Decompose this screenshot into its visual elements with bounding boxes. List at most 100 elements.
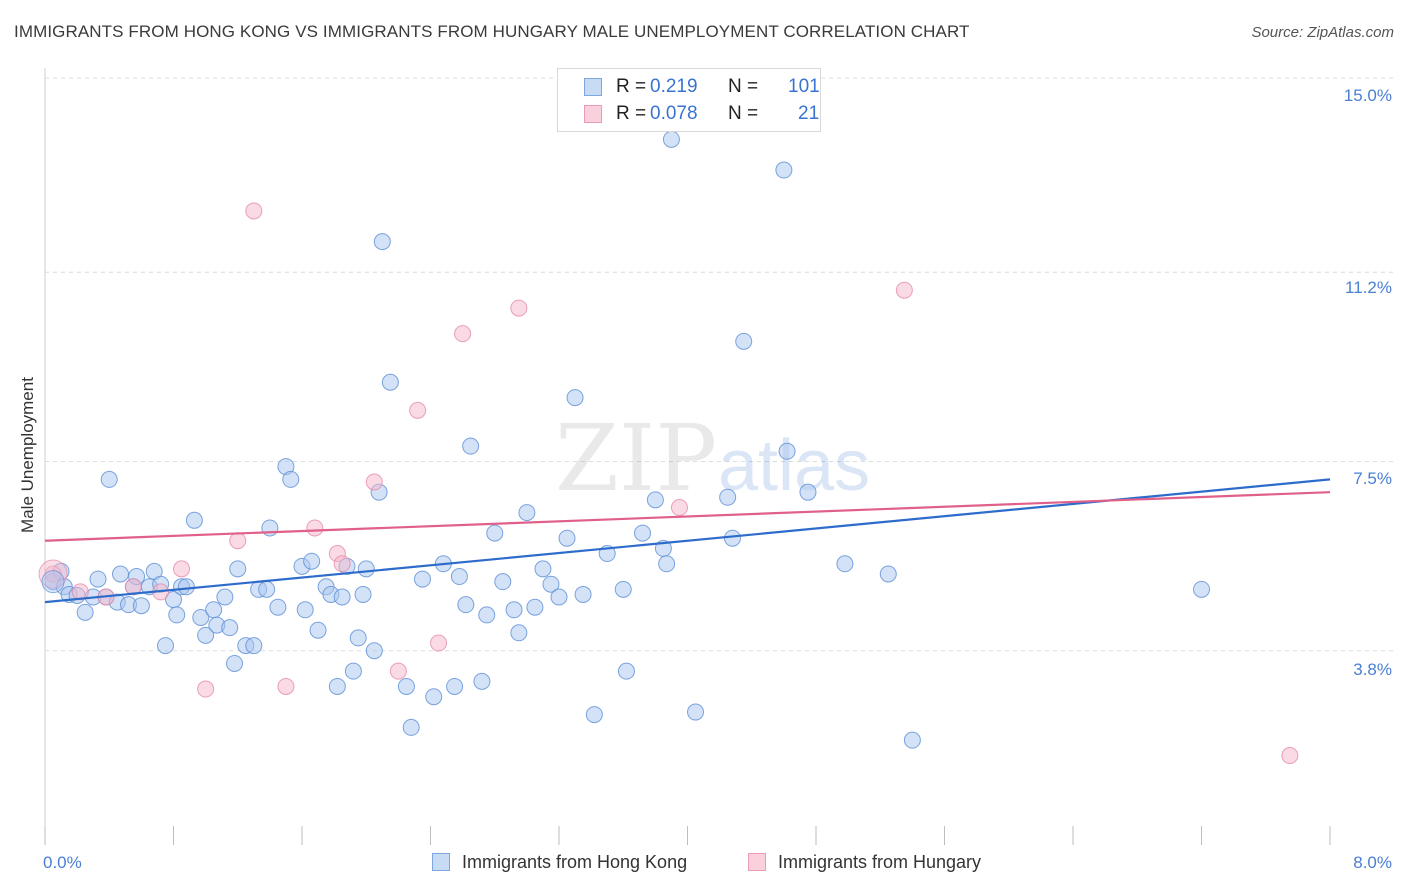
data-point bbox=[328, 677, 346, 695]
data-point bbox=[1193, 580, 1210, 598]
data-point bbox=[333, 555, 351, 573]
n-value: 21 bbox=[798, 103, 820, 124]
data-point bbox=[205, 601, 223, 619]
data-point bbox=[658, 555, 676, 573]
data-point bbox=[156, 637, 174, 655]
data-point bbox=[221, 619, 239, 637]
data-point bbox=[450, 568, 468, 586]
data-point bbox=[687, 703, 705, 721]
y-tick-label: 15.0% bbox=[1343, 86, 1392, 105]
data-point bbox=[775, 161, 793, 179]
stats-legend: R = 0.219 N = 101 R = 0.078 N = 21 bbox=[557, 68, 821, 132]
data-point bbox=[245, 637, 263, 655]
data-point bbox=[173, 560, 191, 578]
data-point bbox=[389, 662, 407, 680]
data-point bbox=[457, 596, 475, 614]
trend-lines bbox=[44, 478, 1331, 604]
x-tick-label: 8.0% bbox=[1353, 853, 1392, 872]
data-point bbox=[229, 560, 247, 578]
data-point bbox=[245, 202, 263, 220]
data-point bbox=[510, 624, 528, 642]
data-point bbox=[111, 565, 129, 583]
data-point bbox=[719, 488, 737, 506]
data-point bbox=[303, 552, 321, 570]
gridlines bbox=[45, 77, 1393, 652]
data-point bbox=[168, 606, 186, 624]
axes bbox=[44, 68, 1331, 845]
data-point bbox=[670, 499, 688, 517]
data-point bbox=[177, 578, 195, 596]
data-point bbox=[71, 583, 89, 601]
data-point bbox=[494, 573, 512, 591]
data-point bbox=[446, 677, 464, 695]
data-point bbox=[903, 731, 921, 749]
data-point bbox=[38, 559, 68, 589]
data-point bbox=[229, 532, 247, 550]
legend-item-hong-kong: Immigrants from Hong Kong bbox=[432, 852, 687, 873]
data-point bbox=[585, 706, 603, 724]
data-point bbox=[413, 570, 431, 588]
data-point bbox=[192, 608, 210, 626]
data-point bbox=[397, 677, 415, 695]
data-point bbox=[132, 597, 150, 615]
data-point bbox=[258, 580, 276, 598]
legend-swatch-blue bbox=[584, 78, 602, 96]
data-point bbox=[282, 470, 300, 488]
data-point bbox=[879, 565, 897, 583]
data-point bbox=[526, 598, 544, 616]
data-point bbox=[735, 332, 753, 350]
data-point bbox=[269, 598, 287, 616]
legend-label: Immigrants from Hong Kong bbox=[462, 852, 688, 872]
y-axis-label: Male Unemployment bbox=[18, 377, 37, 533]
data-point bbox=[566, 389, 584, 407]
data-point bbox=[778, 442, 796, 460]
x-tick-label: 0.0% bbox=[43, 853, 82, 872]
data-point bbox=[309, 621, 327, 639]
data-point bbox=[197, 626, 215, 644]
watermark: ZIP atlas bbox=[555, 405, 870, 512]
data-point bbox=[1281, 747, 1299, 765]
data-point bbox=[357, 560, 375, 578]
source-label: Source: ZipAtlas.com bbox=[1251, 24, 1394, 41]
data-point bbox=[617, 662, 635, 680]
n-label: N = bbox=[728, 103, 759, 124]
data-point bbox=[486, 524, 504, 542]
data-point bbox=[354, 585, 372, 603]
r-label: R = bbox=[616, 103, 647, 124]
r-value: 0.078 bbox=[650, 103, 698, 124]
data-point bbox=[100, 470, 118, 488]
data-point bbox=[505, 601, 523, 619]
data-point bbox=[365, 473, 383, 491]
data-point bbox=[454, 325, 472, 343]
y-tick-label: 3.8% bbox=[1353, 660, 1392, 679]
data-point bbox=[306, 519, 324, 537]
data-point bbox=[646, 491, 664, 509]
data-points bbox=[38, 130, 1299, 765]
data-point bbox=[402, 718, 420, 736]
data-point bbox=[836, 555, 854, 573]
data-point bbox=[349, 629, 367, 647]
legend-swatch-pink bbox=[748, 853, 766, 871]
data-point bbox=[76, 603, 94, 621]
watermark-zip: ZIP bbox=[555, 405, 717, 512]
data-point bbox=[296, 601, 314, 619]
data-point bbox=[216, 588, 234, 606]
data-point bbox=[409, 401, 427, 419]
data-point bbox=[185, 511, 203, 529]
legend-label: Immigrants from Hungary bbox=[778, 852, 982, 872]
y-tick-label: 7.5% bbox=[1353, 469, 1392, 488]
r-value: 0.219 bbox=[650, 76, 698, 97]
data-point bbox=[550, 588, 568, 606]
data-point bbox=[574, 585, 592, 603]
chart-title: IMMIGRANTS FROM HONG KONG VS IMMIGRANTS … bbox=[14, 22, 970, 41]
data-point bbox=[634, 524, 652, 542]
data-point bbox=[226, 654, 244, 672]
data-point bbox=[662, 130, 680, 148]
y-tick-label: 11.2% bbox=[1345, 278, 1392, 297]
data-point bbox=[534, 560, 552, 578]
legend-swatch-blue bbox=[432, 853, 450, 871]
data-point bbox=[430, 634, 448, 652]
r-label: R = bbox=[616, 76, 647, 97]
data-point bbox=[510, 299, 528, 317]
